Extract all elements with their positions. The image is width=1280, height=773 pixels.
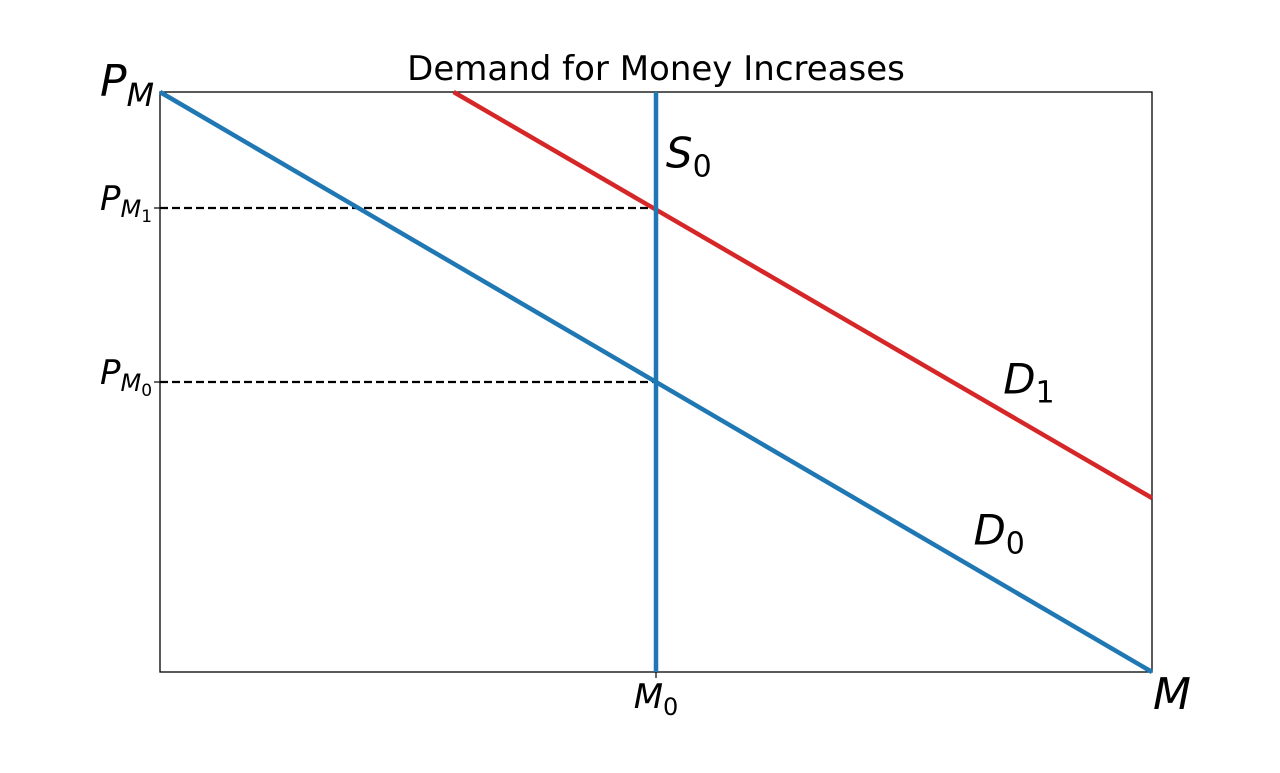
series-label-d0: D0	[973, 505, 1024, 561]
y-axis-label: PM	[100, 56, 154, 114]
chart-labels: D0 D1 S0 M0 PM1 PM0 PM M	[100, 56, 1191, 721]
y-tick-label: PM1	[100, 179, 152, 227]
y-tick-label: PM0	[100, 353, 152, 401]
reference-lines	[160, 206, 656, 384]
series-lines	[158, 90, 1154, 674]
series-line-d1	[452, 90, 1154, 500]
x-axis-label: M	[1153, 669, 1191, 720]
chart-title: Demand for Money Increases	[407, 49, 905, 89]
series-label-d1: D1	[1003, 355, 1054, 411]
x-tick-label: M0	[634, 677, 679, 721]
series-label-s0: S0	[666, 128, 712, 184]
